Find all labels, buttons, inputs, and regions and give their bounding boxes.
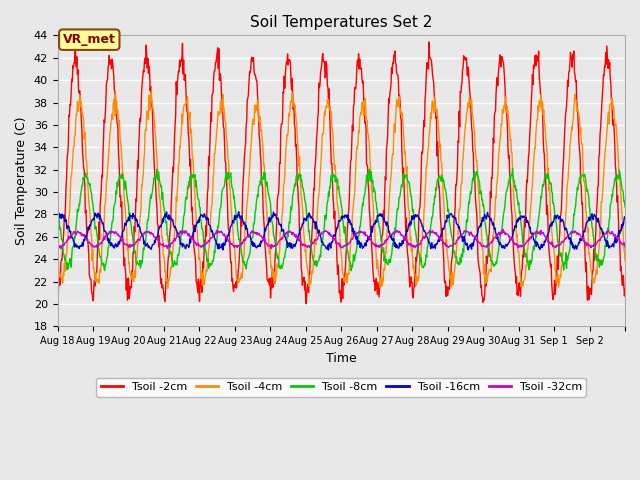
Tsoil -32cm: [54, 244, 61, 250]
X-axis label: Time: Time: [326, 352, 356, 365]
Line: Tsoil -8cm: Tsoil -8cm: [58, 168, 625, 271]
Title: Soil Temperatures Set 2: Soil Temperatures Set 2: [250, 15, 433, 30]
Tsoil -2cm: [304, 281, 312, 287]
Tsoil -8cm: [303, 212, 311, 217]
Tsoil -4cm: [284, 129, 292, 135]
Tsoil -16cm: [235, 209, 243, 215]
Tsoil -4cm: [497, 121, 505, 127]
Tsoil -4cm: [508, 149, 515, 155]
Tsoil -8cm: [509, 166, 516, 171]
Tsoil -2cm: [54, 287, 61, 292]
Tsoil -32cm: [112, 229, 120, 235]
Tsoil -16cm: [508, 235, 515, 241]
Tsoil -8cm: [444, 208, 452, 214]
Tsoil -16cm: [497, 242, 505, 248]
Tsoil -8cm: [497, 230, 504, 236]
Tsoil -16cm: [621, 215, 629, 221]
Tsoil -16cm: [54, 219, 61, 225]
Tsoil -8cm: [54, 205, 61, 211]
Legend: Tsoil -2cm, Tsoil -4cm, Tsoil -8cm, Tsoil -16cm, Tsoil -32cm: Tsoil -2cm, Tsoil -4cm, Tsoil -8cm, Tsoi…: [96, 378, 586, 396]
Tsoil -8cm: [283, 234, 291, 240]
Tsoil -16cm: [445, 213, 452, 218]
Tsoil -2cm: [303, 301, 310, 307]
Text: VR_met: VR_met: [63, 33, 116, 46]
Tsoil -2cm: [111, 96, 119, 102]
Tsoil -8cm: [621, 204, 629, 210]
Line: Tsoil -2cm: Tsoil -2cm: [58, 42, 625, 304]
Line: Tsoil -32cm: Tsoil -32cm: [58, 229, 625, 249]
Tsoil -4cm: [111, 91, 119, 96]
Tsoil -4cm: [54, 248, 61, 254]
Tsoil -4cm: [621, 258, 629, 264]
Tsoil -16cm: [219, 247, 227, 253]
Y-axis label: Soil Temperature (C): Soil Temperature (C): [15, 117, 28, 245]
Tsoil -32cm: [497, 229, 504, 235]
Tsoil -2cm: [497, 64, 505, 70]
Tsoil -4cm: [445, 260, 452, 266]
Tsoil -32cm: [304, 243, 312, 249]
Tsoil -4cm: [147, 90, 155, 96]
Tsoil -4cm: [305, 275, 312, 281]
Tsoil -16cm: [111, 241, 119, 247]
Tsoil -8cm: [507, 174, 515, 180]
Tsoil -2cm: [283, 60, 291, 66]
Tsoil -2cm: [621, 286, 629, 292]
Tsoil -8cm: [348, 268, 355, 274]
Line: Tsoil -16cm: Tsoil -16cm: [58, 212, 625, 250]
Tsoil -4cm: [164, 286, 172, 291]
Tsoil -2cm: [508, 206, 515, 212]
Tsoil -32cm: [508, 235, 515, 241]
Tsoil -32cm: [499, 227, 507, 232]
Tsoil -2cm: [425, 39, 433, 45]
Tsoil -16cm: [305, 213, 312, 218]
Tsoil -32cm: [284, 229, 291, 235]
Tsoil -16cm: [284, 240, 292, 246]
Line: Tsoil -4cm: Tsoil -4cm: [58, 93, 625, 288]
Tsoil -2cm: [445, 284, 452, 290]
Tsoil -32cm: [621, 244, 629, 250]
Tsoil -8cm: [111, 197, 119, 203]
Tsoil -32cm: [57, 246, 65, 252]
Tsoil -32cm: [444, 244, 452, 250]
